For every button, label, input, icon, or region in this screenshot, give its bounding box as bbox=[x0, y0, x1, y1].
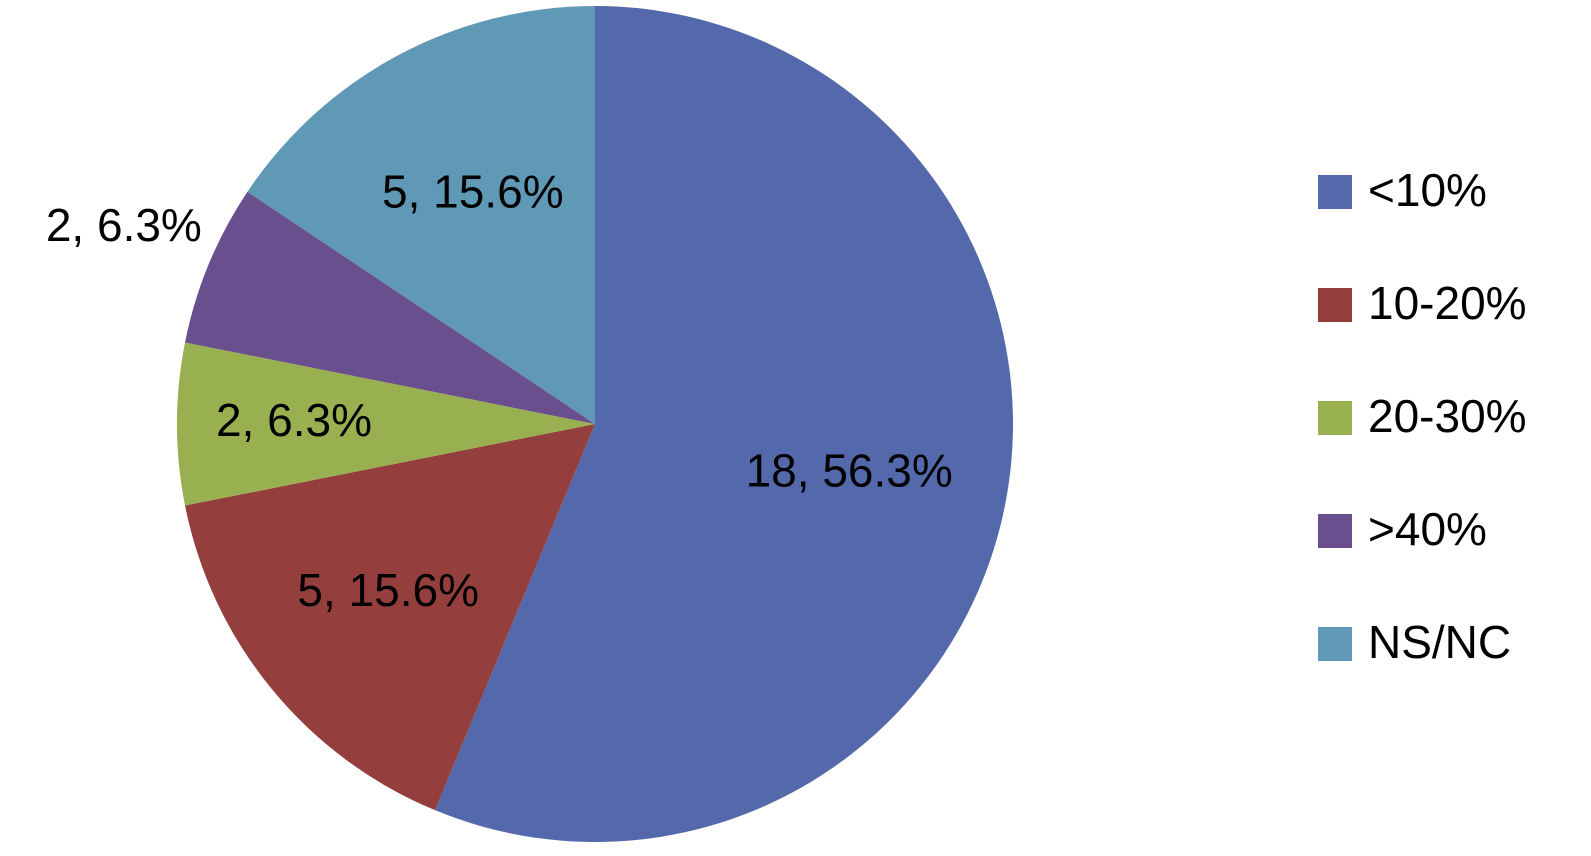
legend-label: <10% bbox=[1368, 164, 1487, 216]
pie-slice bbox=[185, 424, 596, 811]
data-label: 18, 56.3% bbox=[746, 445, 953, 497]
legend-label: >40% bbox=[1368, 503, 1487, 555]
pie-slice bbox=[177, 342, 595, 506]
legend-swatch bbox=[1318, 401, 1352, 435]
legend-swatch bbox=[1318, 627, 1352, 661]
legend-swatch bbox=[1318, 514, 1352, 548]
data-label: 2, 6.3% bbox=[46, 199, 202, 251]
pie-slice bbox=[185, 191, 596, 424]
pie-slice bbox=[247, 6, 595, 424]
legend-swatch bbox=[1318, 175, 1352, 209]
pie-slice bbox=[435, 6, 1014, 843]
legend-label: 10-20% bbox=[1368, 277, 1527, 329]
legend-label: 20-30% bbox=[1368, 390, 1527, 442]
legend-swatch bbox=[1318, 288, 1352, 322]
legend-label: NS/NC bbox=[1368, 616, 1511, 668]
data-label: 5, 15.6% bbox=[382, 166, 564, 218]
data-label: 2, 6.3% bbox=[216, 394, 372, 446]
data-label: 5, 15.6% bbox=[297, 564, 479, 616]
